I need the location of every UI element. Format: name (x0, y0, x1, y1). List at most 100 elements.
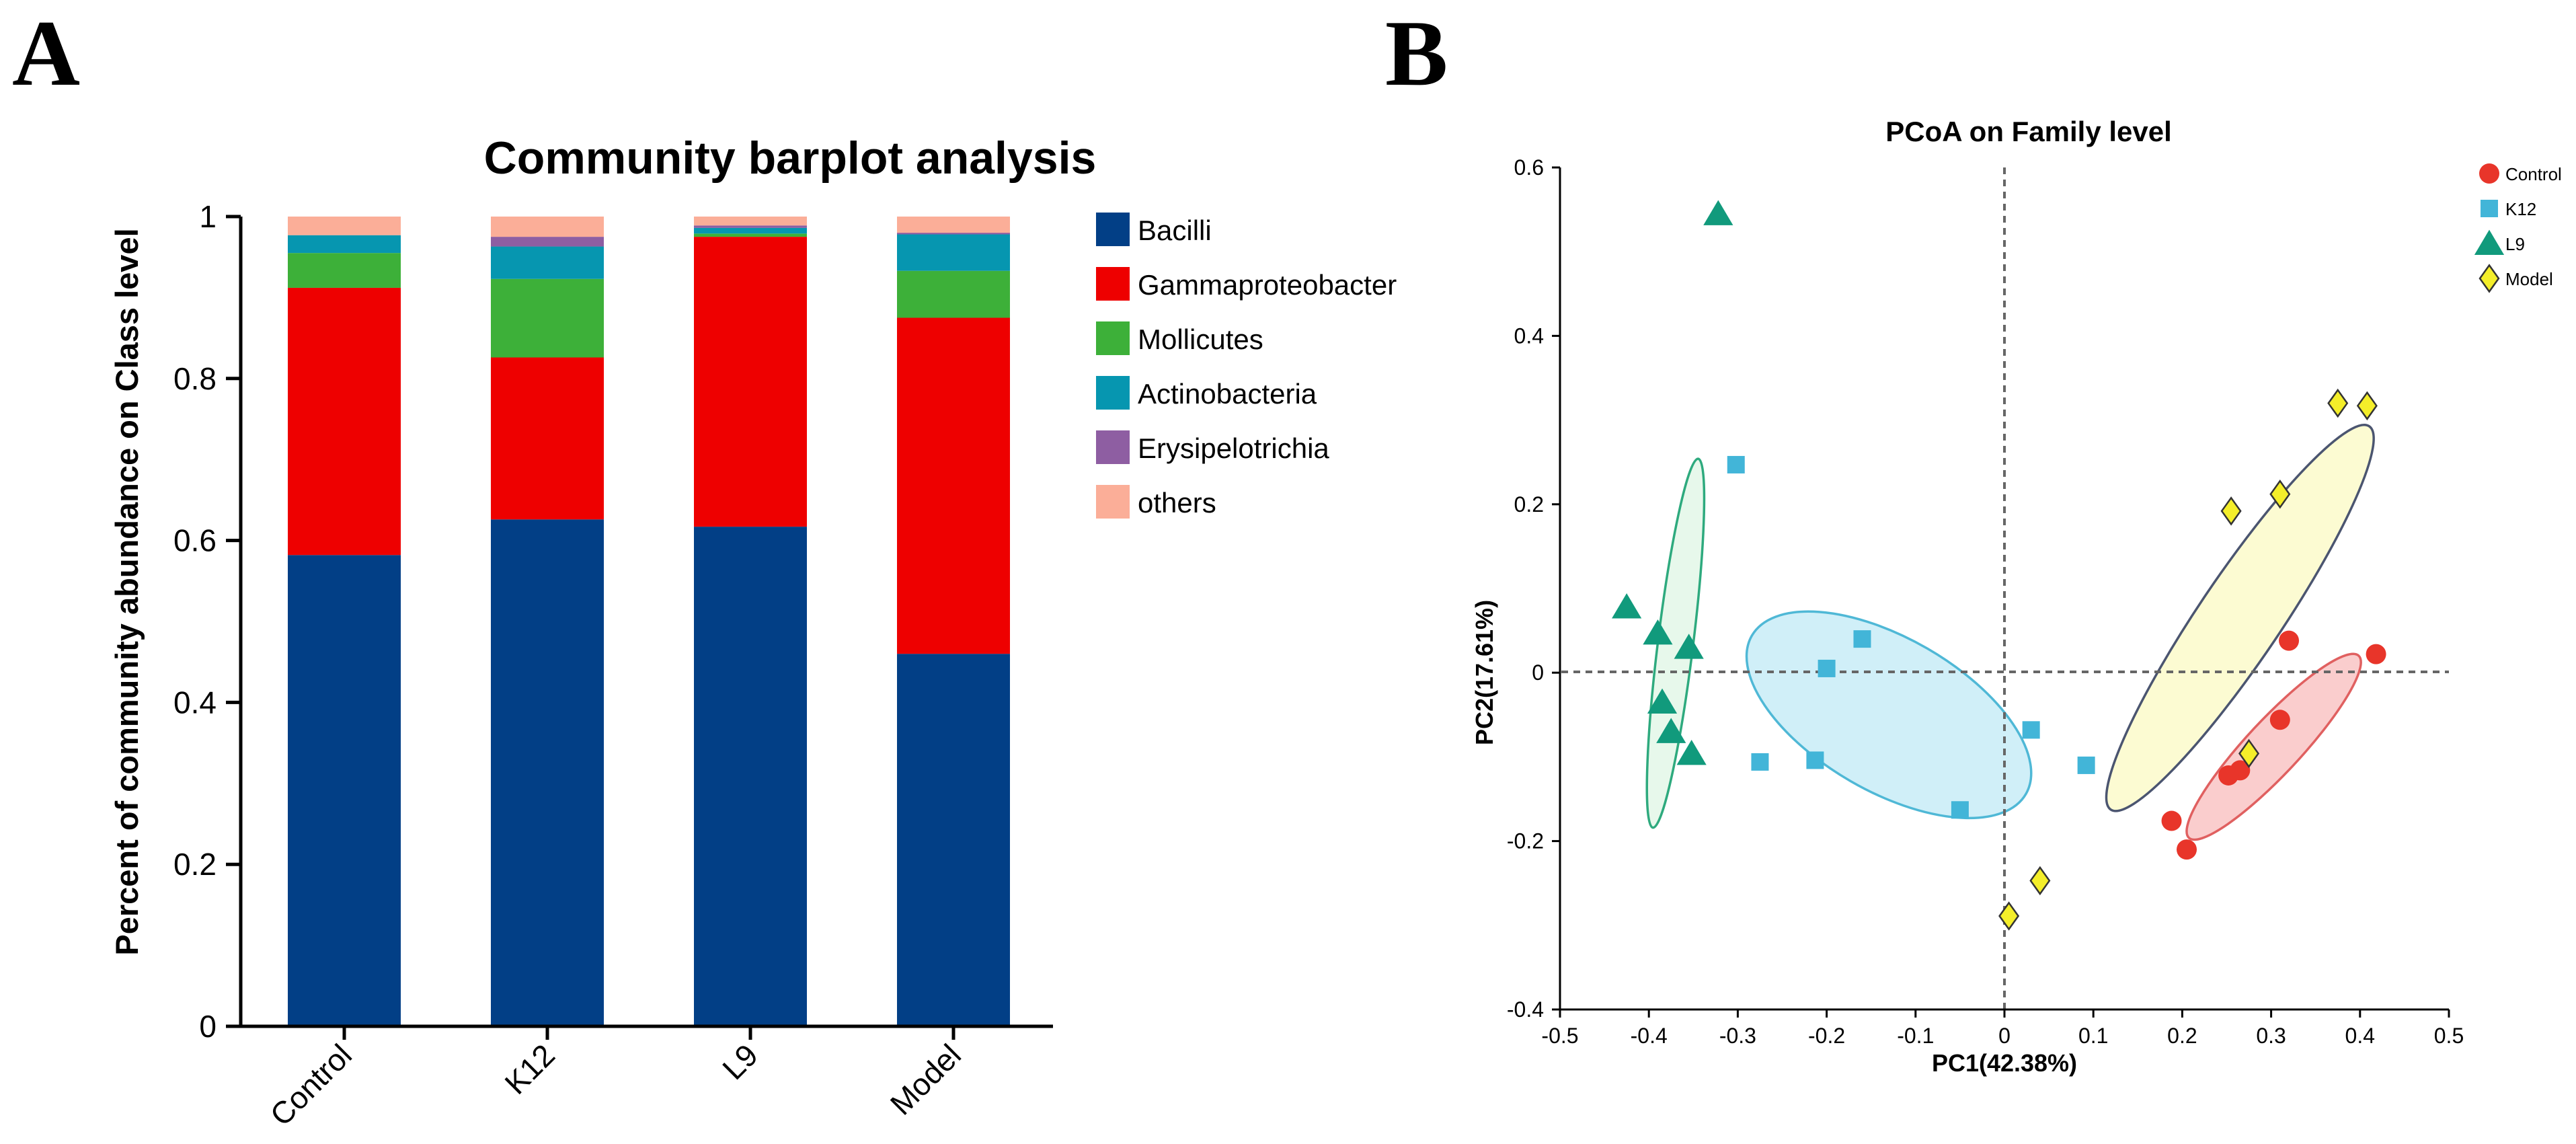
x-tick-label-control: Control (263, 1037, 358, 1133)
point-model (2238, 738, 2260, 769)
bar-segment-control-mollicutes (288, 253, 401, 288)
pcoa-x-tick-label: 0 (1998, 1024, 2011, 1048)
point-l9 (1647, 688, 1678, 714)
pcoa-x-tick-label: -0.3 (1719, 1024, 1756, 1048)
pcoa-y-tick-label: 0.2 (1514, 492, 1544, 517)
bar-segment-control-bacilli (288, 555, 401, 1026)
bar-segment-l9-mollicutes (694, 233, 807, 237)
bar-segment-model-erysipelotrichia (897, 233, 1010, 235)
point-l9 (1612, 593, 1642, 619)
legend-swatch-actinobacteria (1096, 376, 1130, 410)
pcoa-title: PCoA on Family level (1885, 116, 2172, 147)
legend-label-others: others (1138, 487, 1216, 519)
point-l9 (1656, 718, 1686, 743)
point-k12 (2077, 756, 2095, 774)
pcoa-x-tick-label: 0.2 (2167, 1024, 2197, 1048)
legend-marker-control (2479, 163, 2499, 184)
legend-label-control: Control (2505, 164, 2562, 184)
legend-swatch-gammaproteobacteria (1096, 267, 1130, 301)
pcoa-y-tick-label: 0 (1532, 660, 1544, 685)
bar-segment-l9-erysipelotrichia (694, 225, 807, 228)
point-control (2269, 710, 2290, 730)
legend-label-l9: L9 (2505, 234, 2525, 254)
pcoa-x-tick-label: -0.1 (1897, 1024, 1934, 1048)
pcoa-ylabel: PC2(17.61%) (1471, 600, 1498, 745)
legend-label-k12: K12 (2505, 199, 2536, 219)
bar-segment-control-gammaproteobacteria (288, 287, 401, 556)
point-control (2218, 765, 2239, 786)
point-k12 (2022, 721, 2040, 739)
bar-segment-model-bacilli (897, 654, 1010, 1026)
legend-swatch-mollicutes (1096, 321, 1130, 355)
point-k12 (1727, 455, 1745, 473)
pcoa-y-tick-label: -0.2 (1507, 829, 1544, 853)
point-model (2220, 496, 2242, 526)
pcoa-y-tick-label: 0.6 (1514, 155, 1544, 180)
point-control (2177, 839, 2197, 860)
x-tick-label-model: Model (884, 1037, 968, 1121)
pcoa-x-tick-label: 0.5 (2434, 1024, 2464, 1048)
bar-segment-k12-actinobacteria (491, 246, 604, 279)
ellipse-model (2105, 424, 2375, 812)
point-l9 (1643, 619, 1673, 645)
legend-label-mollicutes: Mollicutes (1138, 323, 1263, 355)
bar-segment-model-others (897, 217, 1010, 233)
bar-segment-k12-bacilli (491, 519, 604, 1026)
point-k12 (1818, 659, 1836, 677)
bar-segment-model-actinobacteria (897, 234, 1010, 271)
pcoa-x-tick-label: 0.1 (2078, 1024, 2108, 1048)
x-tick-label-k12: K12 (498, 1037, 561, 1101)
y-tick-label: 0.2 (173, 847, 217, 882)
legend-label-bacilli: Bacilli (1138, 215, 1212, 246)
point-l9 (1703, 200, 1733, 225)
legend-label-actinobacteria: Actinobacteria (1138, 378, 1317, 410)
bar-segment-model-gammaproteobacteria (897, 317, 1010, 654)
pcoa-xlabel: PC1(42.38%) (1932, 1049, 2077, 1077)
point-k12 (1751, 753, 1769, 771)
y-tick-label: 0.4 (173, 685, 217, 720)
legend-marker-k12 (2481, 200, 2498, 217)
legend-label-model: Model (2505, 269, 2553, 289)
point-model (2029, 866, 2051, 896)
point-k12 (1853, 630, 1871, 648)
point-model (1998, 901, 2020, 931)
pcoa-x-tick-label: -0.5 (1541, 1024, 1578, 1048)
y-tick-label: 0.8 (173, 361, 217, 396)
panel-label-a: A (12, 1, 80, 106)
point-k12 (1951, 801, 1969, 819)
bar-segment-k12-erysipelotrichia (491, 237, 604, 247)
pcoa-y-tick-label: -0.4 (1507, 997, 1544, 1022)
legend-label-erysipelotrichia: Erysipelotrichia (1138, 432, 1329, 464)
x-tick-label-l9: L9 (715, 1037, 765, 1086)
pcoa-x-tick-label: -0.4 (1631, 1024, 1668, 1048)
legend-swatch-others (1096, 485, 1130, 519)
pcoa-x-tick-label: -0.2 (1808, 1024, 1845, 1048)
bar-segment-l9-gammaproteobacteria (694, 237, 807, 527)
bar-chart-title: Community barplot analysis (484, 132, 1097, 184)
point-l9 (1676, 739, 1707, 765)
point-k12 (1806, 751, 1824, 769)
legend-label-gammaproteobacteria: Gammaproteobacter (1138, 269, 1397, 301)
point-control (2161, 810, 2182, 831)
ellipse-control (2185, 652, 2362, 841)
panel-label-b: B (1385, 1, 1448, 106)
legend-swatch-erysipelotrichia (1096, 430, 1130, 464)
point-control (2279, 630, 2300, 651)
bar-chart: Community barplot analysis Percent of co… (109, 132, 1397, 1133)
pcoa-x-tick-label: 0.3 (2256, 1024, 2286, 1048)
pcoa-y-tick-label: 0.4 (1514, 323, 1544, 348)
legend-marker-l9 (2474, 229, 2505, 255)
legend-marker-model (2479, 264, 2500, 293)
point-model (2327, 388, 2349, 418)
point-l9 (1674, 634, 1704, 659)
bar-chart-ylabel: Percent of community abundance on Class … (109, 228, 145, 955)
point-model (2356, 391, 2378, 421)
bar-segment-l9-bacilli (694, 527, 807, 1026)
y-tick-label: 1 (199, 199, 217, 234)
bar-segment-k12-others (491, 217, 604, 237)
pcoa-x-tick-label: 0.4 (2345, 1024, 2375, 1048)
bar-segment-model-mollicutes (897, 270, 1010, 318)
legend-swatch-bacilli (1096, 213, 1130, 246)
bar-segment-control-actinobacteria (288, 235, 401, 254)
